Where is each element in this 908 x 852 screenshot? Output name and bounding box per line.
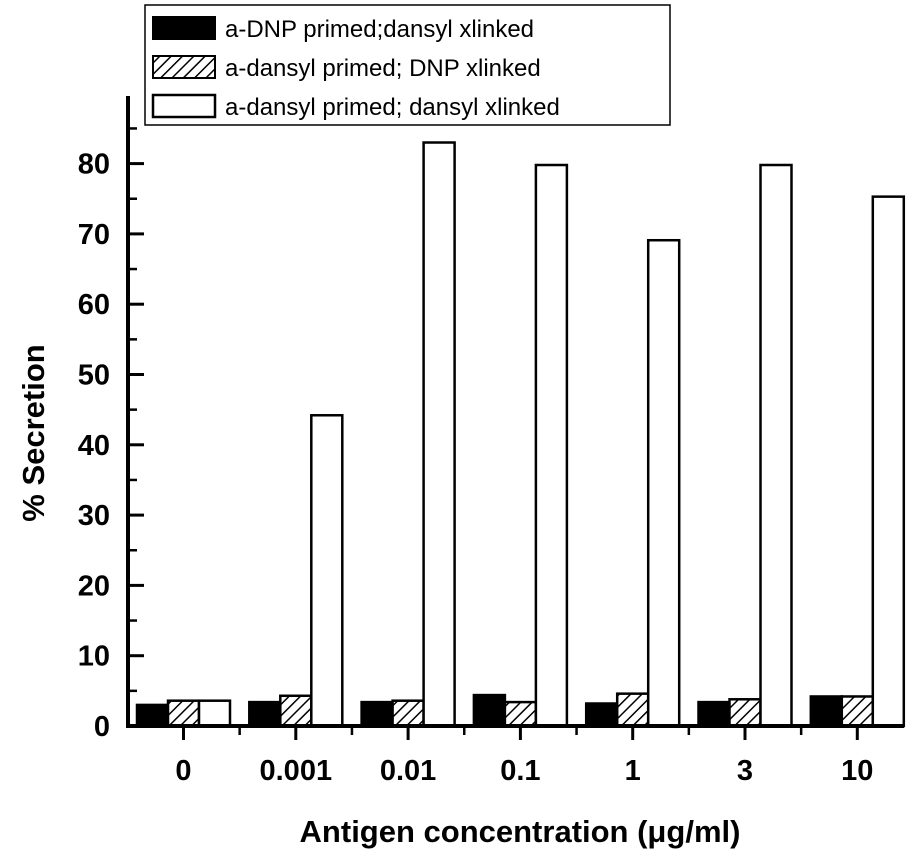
y-tick-label-0: 0 — [94, 711, 110, 743]
y-tick-label-30: 30 — [78, 500, 110, 532]
y-tick-label-50: 50 — [78, 360, 110, 392]
x-tick-label-0.01: 0.01 — [380, 755, 436, 787]
bar-series-3-1 — [646, 238, 681, 728]
y-tick-label-70: 70 — [78, 219, 110, 251]
y-tick-label-20: 20 — [78, 570, 110, 602]
legend-label-series-2: a-dansyl primed; DNP xlinked — [225, 55, 541, 82]
legend-label-series-3: a-dansyl primed; dansyl xlinked — [225, 94, 560, 121]
y-tick-label-10: 10 — [78, 641, 110, 673]
x-tick-label-3: 3 — [737, 755, 753, 787]
x-ticks-group: 0 0.001 0.01 0.1 1 3 10 — [175, 726, 873, 787]
bar-series-2-0.1 — [503, 700, 538, 728]
bar-series-2-3 — [728, 698, 762, 728]
bar-series-3-0 — [197, 699, 232, 728]
bar-series-3-10 — [871, 195, 906, 728]
bar-series-2-0 — [166, 699, 201, 728]
y-tick-label-40: 40 — [78, 430, 110, 462]
bar-series-1-0.001 — [248, 700, 282, 728]
x-tick-label-0.001: 0.001 — [260, 755, 333, 787]
bar-series-2-0.001 — [279, 694, 313, 728]
legend-swatch-series-1 — [152, 16, 216, 40]
bar-series-1-0 — [135, 703, 170, 728]
legend-label-series-1: a-DNP primed;dansyl xlinked — [225, 16, 534, 43]
bar-series-1-0.01 — [360, 700, 394, 728]
bar-series-1-10 — [809, 695, 844, 728]
bar-series-2-10 — [840, 695, 875, 728]
bar-series-3-0.1 — [534, 163, 569, 728]
bar-series-2-0.01 — [391, 699, 425, 728]
x-axis-title: Antigen concentration (μg/ml) — [300, 814, 741, 849]
x-tick-label-0.1: 0.1 — [500, 755, 540, 787]
bar-series-1-3 — [697, 700, 731, 728]
x-tick-label-1: 1 — [625, 755, 641, 787]
y-tick-label-60: 60 — [78, 289, 110, 321]
legend-swatch-series-3 — [151, 93, 217, 119]
axes-group — [126, 96, 904, 728]
legend-frame — [144, 4, 671, 126]
bar-series-3-0.001 — [310, 414, 344, 728]
y-axis-title: % Secretion — [16, 344, 51, 521]
x-tick-label-0: 0 — [175, 755, 191, 787]
legend: a-DNP primed;dansyl xlinked a-dansyl pri… — [144, 4, 671, 126]
bar-series-1-1 — [584, 702, 619, 728]
bar-series-3-3 — [759, 163, 793, 728]
x-tick-label-10: 10 — [841, 755, 873, 787]
bars-group — [135, 141, 906, 728]
y-tick-label-80: 80 — [78, 149, 110, 181]
legend-swatch-series-2 — [152, 55, 216, 79]
bar-series-3-0.01 — [422, 141, 456, 728]
y-ticks-group: 0 10 20 30 40 50 60 70 80 — [78, 127, 144, 743]
bar-series-2-1 — [615, 692, 650, 728]
bar-series-1-0.1 — [472, 693, 507, 728]
